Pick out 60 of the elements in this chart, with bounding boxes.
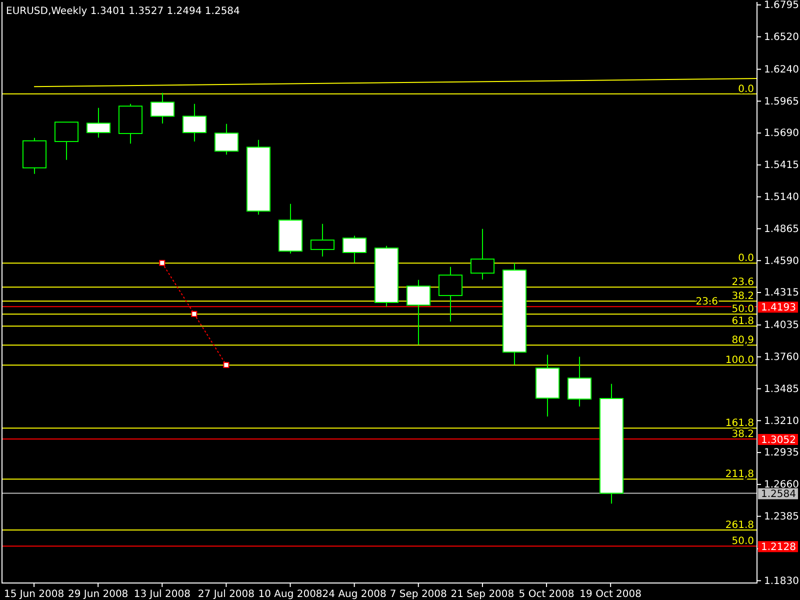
point [191,310,198,317]
x-tick-label: 29 Jun 2008 [68,589,128,600]
annotation: 50.0 [732,536,754,548]
candlestick [470,228,495,280]
annotation: 50.0 [732,304,754,316]
candlestick [567,356,592,407]
annotation: 0.0 [738,84,754,95]
candlestick [342,235,367,264]
candlestick [310,223,335,258]
y-tick-label: 1.1830 [764,576,799,587]
y-tick-label: 1.6520 [764,32,799,43]
annotation: 161.8 [725,418,754,430]
annotation: 61.8 [732,316,754,328]
x-tick-label: 5 Oct 2008 [518,589,574,600]
ref-line-label: 1.2584 [761,489,796,500]
annotation: 80,9 [732,335,754,346]
annotation: 23.6 [732,277,754,288]
annotation: 261.8 [725,520,754,532]
ref-line-label: 1.3052 [761,434,796,446]
y-tick-label: 1.5690 [764,128,799,140]
y-tick-label: 1.2385 [764,512,799,523]
candlestick [150,92,175,124]
x-tick-label: 21 Sep 2008 [450,589,514,600]
candlestick [406,279,431,346]
point [159,260,166,266]
x-tick-label: 27 Jul 2008 [198,589,255,600]
ref-line-label: 1.4193 [761,302,796,314]
annotation: 0.0 [738,253,754,264]
y-tick-label: 1.3210 [764,416,799,427]
x-tick-label: 19 Oct 2008 [580,589,642,600]
y-tick-label: 1.2660 [764,480,799,491]
y-tick-label: 1.2935 [764,448,799,459]
annotation: 38.2 [732,291,754,302]
y-tick-label: 1.4035 [764,320,799,332]
candlestick [438,266,463,322]
annotation: 211,8 [725,469,754,480]
y-tick-label: 1.3485 [764,384,799,395]
x-tick-label: 24 Aug 2008 [322,589,386,600]
x-tick-label: 10 Aug 2008 [258,589,322,600]
y-tick-label: 1.6240 [764,64,799,76]
candlestick [86,107,111,138]
candlestick [54,122,79,160]
annotation: 100.0 [725,355,754,366]
x-tick-label: 7 Sep 2008 [390,589,447,600]
candlestick [182,103,207,142]
y-tick-label: 1.3760 [764,352,799,364]
y-tick-label: 1.4865 [764,224,799,235]
y-tick-label: 1.5965 [764,96,799,108]
x-tick-label: 15 Jun 2008 [4,589,64,600]
y-tick-label: 1.5140 [764,192,799,204]
y-tick-label: 1.5415 [764,160,799,172]
ref-line-label: 1.2128 [761,542,796,554]
y-tick-label: 1.6795 [764,0,799,12]
x-tick-label: 13 Jul 2008 [134,589,190,600]
chart-title: EURUSD,Weekly 1.3401 1.3527 1.2494 1.2584 [6,6,240,17]
y-tick-label: 1.4590 [764,256,799,267]
candlestick [214,123,239,156]
point [223,362,230,368]
annotation: 38.2 [732,428,754,440]
y-tick-label: 1.4315 [764,288,799,299]
